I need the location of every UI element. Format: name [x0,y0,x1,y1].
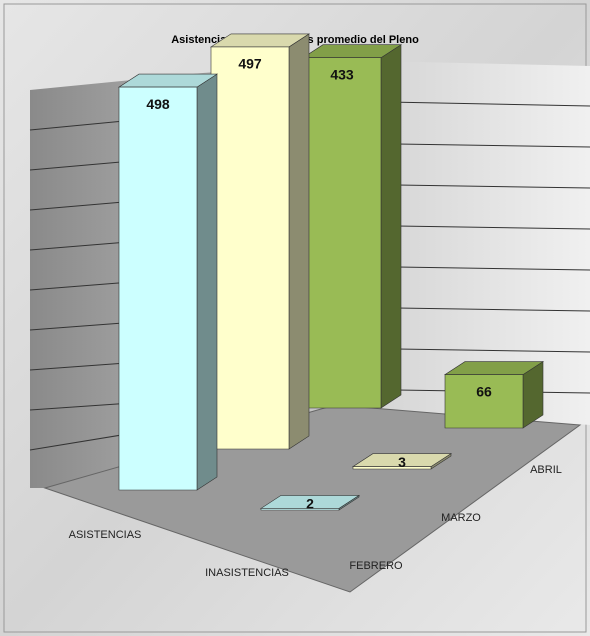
bar-front [444,374,524,429]
series-label: ABRIL [530,464,562,476]
data-label: 2 [306,495,314,511]
bar [117,73,219,491]
category-label: INASISTENCIAS [205,567,289,579]
bar [259,494,361,511]
data-label: 497 [238,56,262,72]
series-label: MARZO [441,512,481,524]
bar [351,453,453,470]
data-label: 433 [330,66,354,82]
bar-front [302,57,382,409]
bar-front [260,508,340,511]
bar-side [380,44,402,409]
category-label: ASISTENCIAS [69,529,142,541]
series-label: FEBRERO [349,560,403,572]
bar-front [118,86,198,491]
bar [209,33,311,450]
bar-front [352,466,432,470]
data-label: 498 [146,96,170,112]
data-label: 66 [476,383,492,399]
bar-side [288,33,310,450]
data-label: 3 [398,454,406,470]
bar-front [210,46,290,450]
bar [301,44,403,409]
bar [443,361,545,429]
bar-side [196,73,218,491]
